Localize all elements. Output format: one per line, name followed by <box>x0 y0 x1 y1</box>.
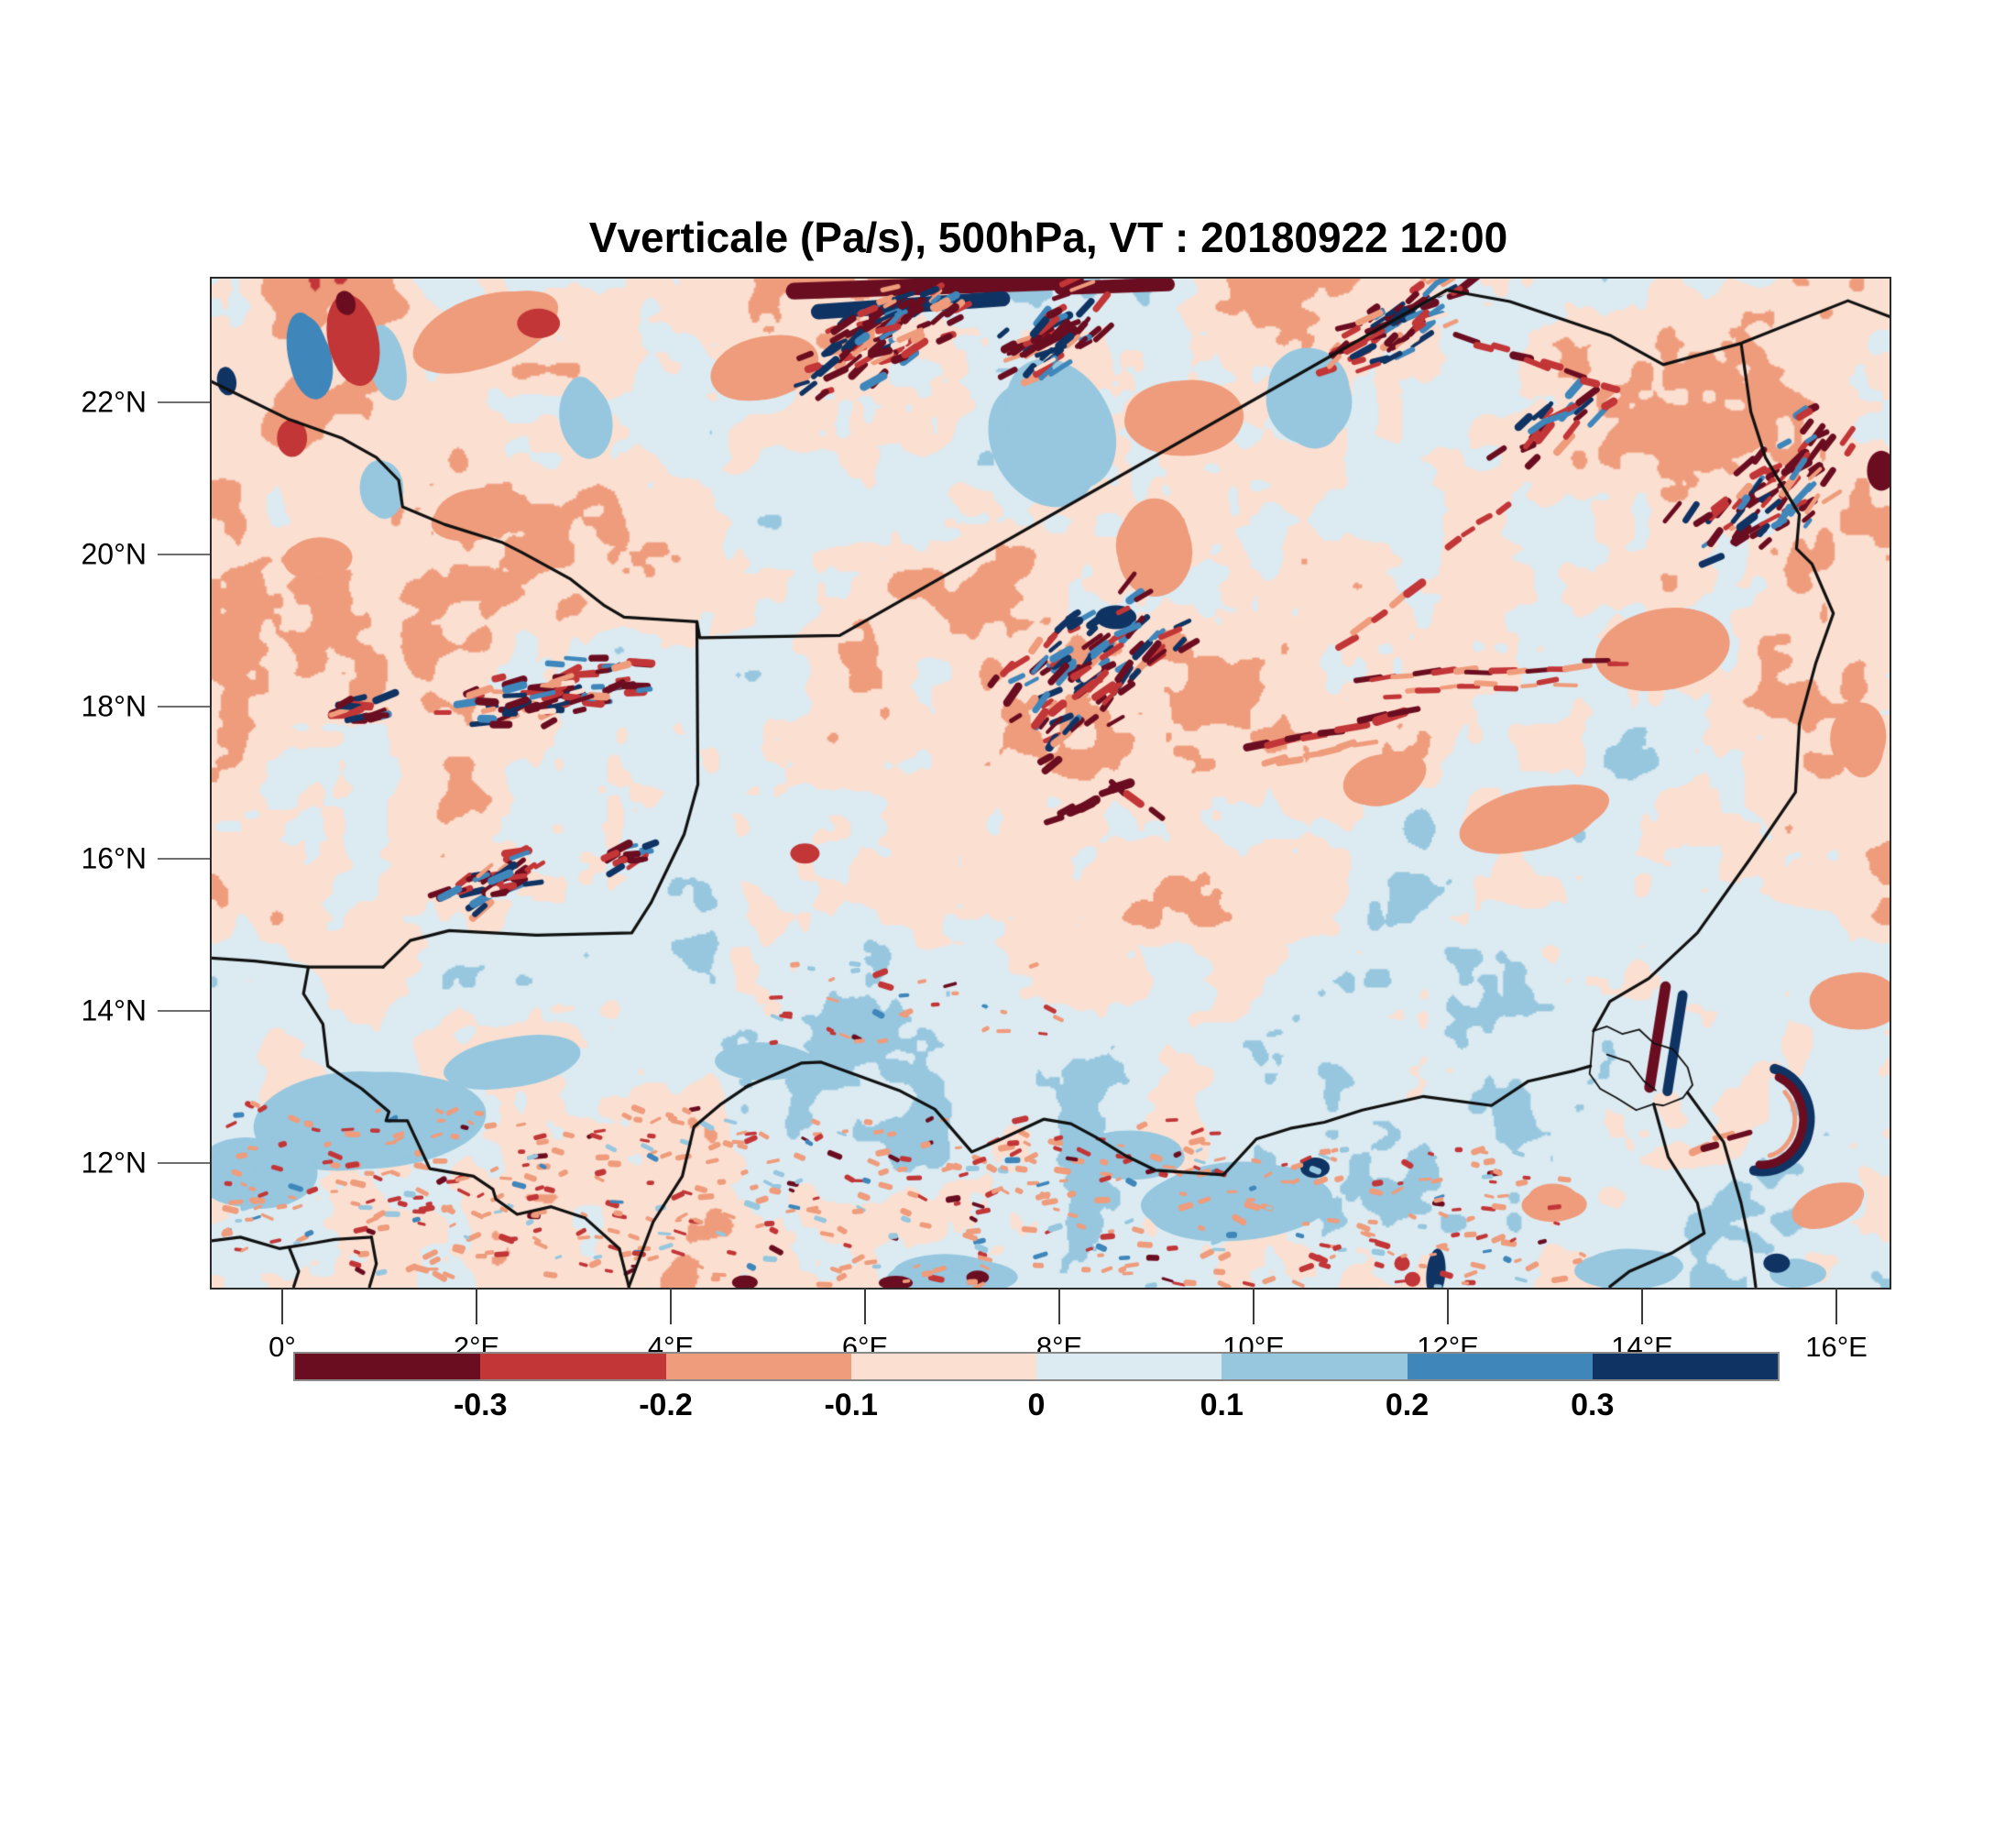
y-tick-label: 18°N <box>81 689 148 723</box>
y-tick <box>158 706 210 708</box>
map-plot-area <box>210 277 1891 1290</box>
colorbar-segment <box>1407 1354 1593 1379</box>
x-tick <box>1058 1288 1060 1324</box>
x-tick <box>864 1288 866 1324</box>
y-tick <box>158 858 210 860</box>
colorbar-tick-label: 0.2 <box>1385 1388 1430 1422</box>
colorbar-segment <box>295 1354 481 1379</box>
colorbar-segment <box>480 1354 666 1379</box>
colorbar-segment <box>1222 1354 1408 1379</box>
x-tick <box>1835 1288 1837 1324</box>
colorbar-segment <box>850 1354 1036 1379</box>
colorbar-tick-label: -0.1 <box>824 1388 879 1422</box>
x-tick <box>670 1288 672 1324</box>
x-tick-label: 0° <box>268 1331 296 1363</box>
colorbar-tick-label: 0 <box>1027 1388 1046 1422</box>
colorbar-tick-label: 0.1 <box>1200 1388 1244 1422</box>
colorbar-tick-label: -0.2 <box>639 1388 693 1422</box>
x-tick <box>1641 1288 1643 1324</box>
y-tick-label: 20°N <box>81 537 148 571</box>
x-tick <box>1447 1288 1449 1324</box>
y-tick-label: 14°N <box>81 993 148 1027</box>
y-tick-label: 16°N <box>81 841 148 875</box>
colorbar-segment <box>1592 1354 1778 1379</box>
x-tick-label: 16°E <box>1805 1331 1868 1363</box>
y-tick-label: 12°N <box>81 1146 148 1180</box>
colorbar-segment <box>665 1354 851 1379</box>
colorbar-segment <box>1036 1354 1222 1379</box>
x-tick <box>281 1288 283 1324</box>
colorbar-tick-label: -0.3 <box>453 1388 508 1422</box>
vertical-velocity-map-canvas <box>212 279 1890 1288</box>
x-tick <box>476 1288 477 1324</box>
y-tick <box>158 1162 210 1164</box>
x-tick <box>1253 1288 1255 1324</box>
page-title: Vverticale (Pa/s), 500hPa, VT : 20180922… <box>588 214 1508 261</box>
y-tick <box>158 401 210 403</box>
y-tick-label: 22°N <box>81 385 148 419</box>
y-tick <box>158 1010 210 1012</box>
colorbar-tick-label: 0.3 <box>1571 1388 1615 1422</box>
y-tick <box>158 554 210 555</box>
colorbar <box>293 1352 1780 1381</box>
